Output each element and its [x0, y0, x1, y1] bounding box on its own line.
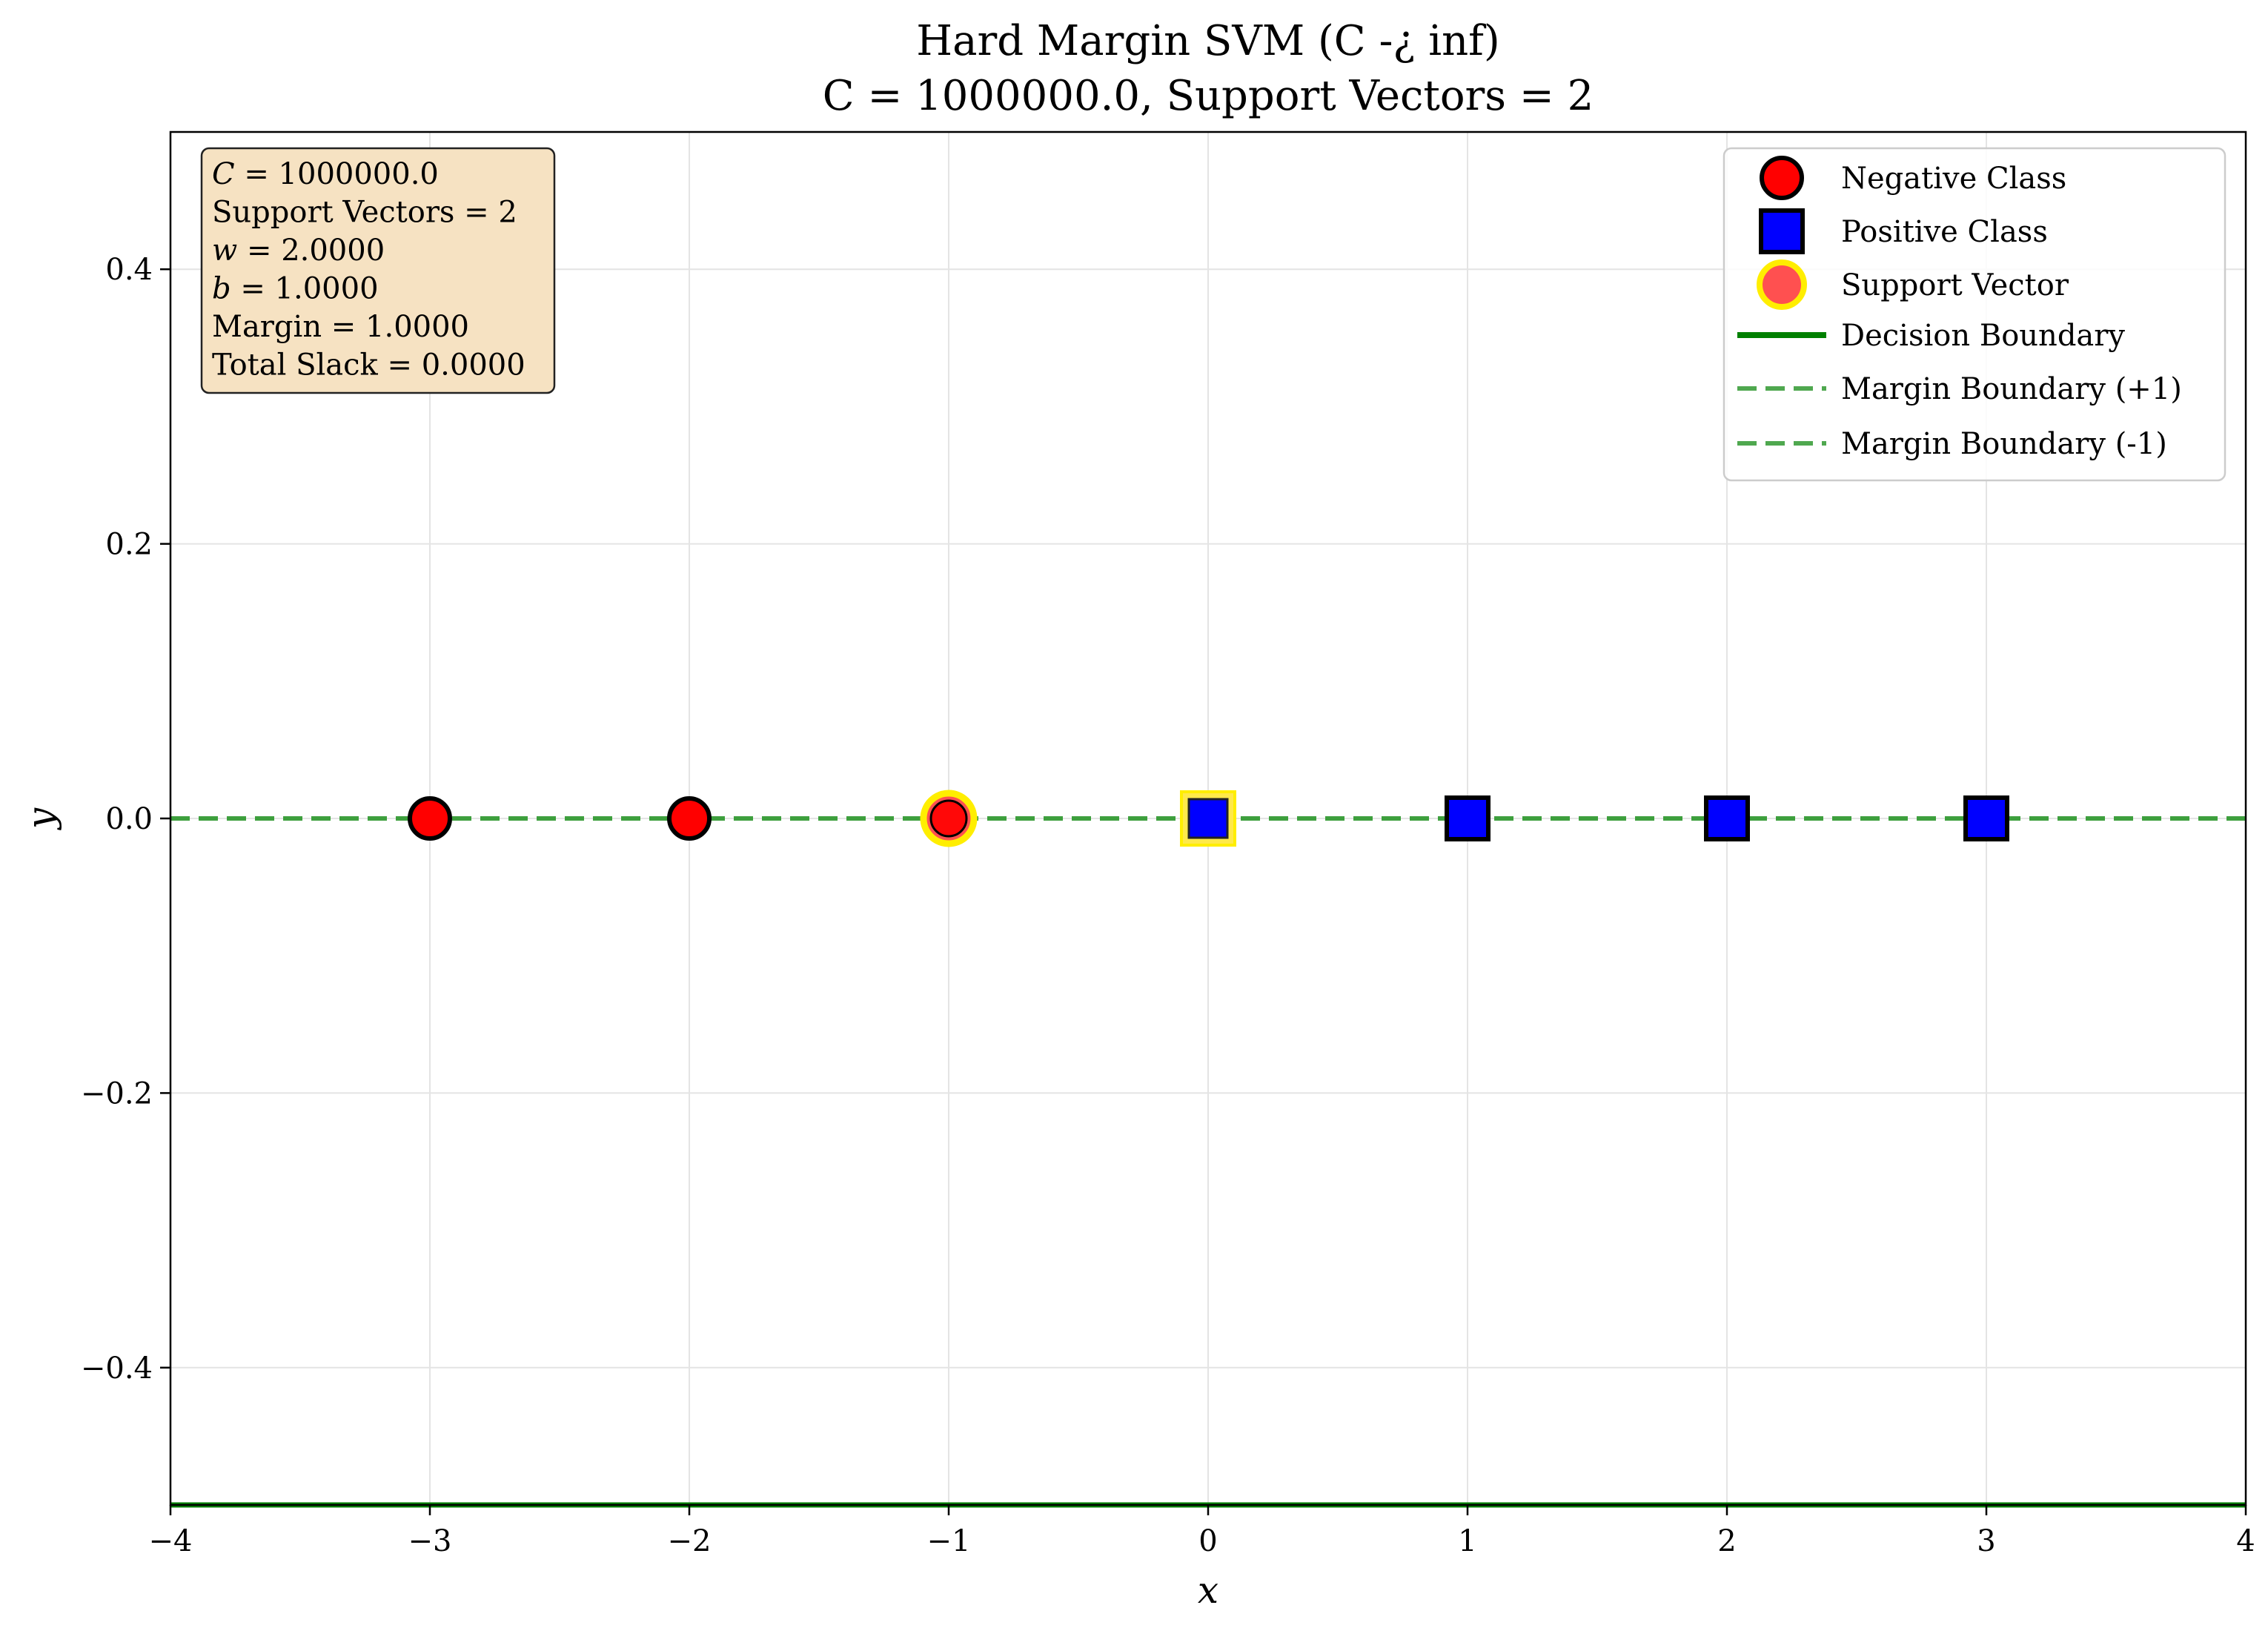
info-box-line: Support Vectors = 2 — [212, 196, 517, 230]
info-box-variable: w — [212, 234, 237, 268]
negative-point — [929, 799, 968, 838]
info-box-line: b = 1.0000 — [212, 272, 379, 306]
info-box-line: C = 1000000.0 — [212, 157, 439, 191]
y-tick-label: 0.2 — [105, 528, 153, 562]
info-box-line: w = 2.0000 — [212, 234, 385, 268]
legend-label: Margin Boundary (-1) — [1841, 427, 2167, 461]
y-tick-label: 0.4 — [105, 253, 153, 287]
negative-point — [408, 796, 452, 841]
info-box-value: = 1.0000 — [231, 272, 379, 306]
legend-marker-positive — [1759, 208, 1805, 254]
info-box-value: = 2.0000 — [237, 234, 385, 268]
positive-point — [1187, 798, 1229, 839]
legend-label: Margin Boundary (+1) — [1841, 372, 2182, 406]
legend: Negative Class Positive Class Support Vect… — [1722, 147, 2226, 482]
legend-label: Negative Class — [1841, 162, 2066, 196]
info-box-value: Margin = 1.0000 — [212, 310, 469, 344]
positive-point — [1445, 795, 1491, 841]
legend-label: Decision Boundary — [1841, 319, 2125, 353]
x-axis-label: x — [1198, 1569, 1218, 1612]
info-box-variable: b — [212, 272, 231, 306]
y-tick-label: −0.2 — [81, 1076, 153, 1111]
info-box-value: Support Vectors = 2 — [212, 196, 517, 230]
axis-ticks: −4 −3 −2 −1 0 1 2 3 4 0.4 0.2 0.0 −0.2 −0.4 — [81, 253, 2255, 1558]
x-tick-label: −1 — [927, 1524, 971, 1558]
info-box-background — [200, 147, 556, 394]
x-tick-label: −3 — [408, 1524, 452, 1558]
x-tick-label: 2 — [1717, 1524, 1736, 1558]
info-box-variable: C — [212, 157, 235, 191]
info-box-value: Total Slack = 0.0000 — [212, 348, 525, 383]
x-tick-label: −2 — [668, 1524, 712, 1558]
legend-label: Positive Class — [1841, 215, 2048, 249]
x-tick-label: 3 — [1977, 1524, 1995, 1558]
info-box-line: Total Slack = 0.0000 — [212, 348, 525, 383]
x-tick-label: 0 — [1198, 1524, 1217, 1558]
legend-marker-negative — [1760, 156, 1804, 200]
info-box: C = 1000000.0 Support Vectors = 2 w = 2.00… — [200, 147, 556, 394]
positive-point — [1704, 795, 1750, 841]
data-points — [408, 790, 2009, 847]
info-box-line: Margin = 1.0000 — [212, 310, 469, 344]
negative-point — [667, 796, 712, 841]
positive-point — [1963, 795, 2009, 841]
info-box-value: = 1000000.0 — [235, 157, 439, 191]
y-tick-label: 0.0 — [105, 802, 153, 836]
x-tick-label: −4 — [149, 1524, 193, 1558]
x-tick-label: 4 — [2236, 1524, 2255, 1558]
chart-subtitle: C = 1000000.0, Support Vectors = 2 — [823, 72, 1594, 120]
x-tick-label: 1 — [1458, 1524, 1476, 1558]
y-axis-label: y — [19, 807, 62, 830]
legend-frame — [1722, 147, 2226, 482]
chart-title: Hard Margin SVM (C -¿ inf) — [916, 17, 1500, 65]
y-tick-label: −0.4 — [81, 1351, 153, 1386]
legend-marker-support-vector — [1757, 259, 1807, 310]
legend-label: Support Vector — [1841, 268, 2069, 302]
